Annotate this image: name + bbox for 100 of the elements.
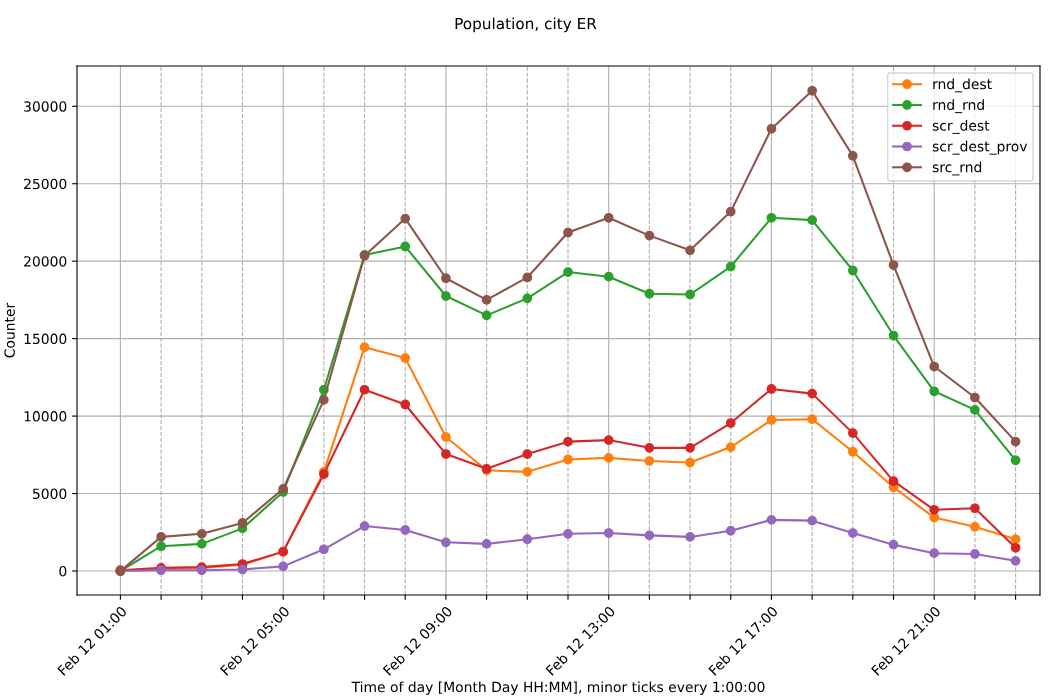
point — [644, 442, 655, 453]
y-axis-title: Counter — [4, 302, 15, 358]
point — [929, 386, 940, 397]
point — [563, 528, 573, 539]
legend-label: rnd_dest — [933, 78, 992, 93]
point — [563, 267, 573, 277]
point — [603, 271, 614, 282]
point — [970, 521, 980, 532]
point — [766, 415, 777, 425]
point — [970, 549, 980, 559]
point — [970, 392, 980, 403]
point — [522, 293, 533, 304]
point — [725, 442, 736, 452]
point — [888, 476, 899, 487]
legend-label: src_rnd — [932, 161, 982, 176]
point — [644, 230, 655, 241]
legend-label: scr_dest — [932, 120, 990, 134]
point — [522, 466, 533, 477]
point — [603, 528, 614, 538]
y-tick-label: 20000 — [24, 256, 67, 267]
point — [725, 418, 736, 428]
point — [685, 245, 695, 256]
point — [888, 260, 899, 270]
point — [644, 530, 655, 541]
point — [359, 342, 370, 353]
point — [766, 515, 777, 525]
point — [522, 449, 533, 459]
point — [725, 525, 736, 536]
point — [807, 85, 817, 96]
point — [847, 150, 858, 161]
y-tick-label: 30000 — [24, 101, 67, 112]
point — [970, 405, 980, 415]
point — [766, 212, 777, 223]
point — [400, 241, 411, 252]
y-tick-label: 0 — [59, 565, 67, 577]
point — [237, 564, 248, 575]
point — [603, 435, 614, 445]
point — [807, 388, 817, 399]
point — [156, 541, 166, 552]
point — [929, 548, 940, 559]
point — [929, 504, 940, 515]
point — [603, 212, 614, 223]
point — [685, 289, 695, 300]
point — [603, 453, 614, 463]
point — [807, 515, 817, 526]
y-tick-label: 10000 — [24, 411, 67, 422]
point — [441, 432, 451, 442]
point — [725, 206, 736, 217]
point — [441, 273, 451, 284]
point — [522, 272, 533, 283]
point — [888, 539, 899, 550]
point — [359, 384, 370, 395]
point — [481, 310, 492, 321]
point — [929, 361, 940, 372]
point — [278, 561, 289, 572]
y-tick-label: 5000 — [33, 488, 67, 500]
point — [1010, 556, 1021, 566]
point — [888, 330, 899, 341]
point — [685, 532, 695, 542]
point — [685, 442, 695, 453]
point — [481, 295, 492, 305]
point — [563, 436, 573, 447]
point — [481, 539, 492, 549]
point — [400, 525, 411, 535]
point — [156, 532, 166, 542]
y-tick-label: 15000 — [24, 333, 67, 345]
point — [644, 288, 655, 299]
point — [766, 123, 777, 134]
point — [196, 528, 207, 539]
point — [563, 454, 573, 465]
point — [1010, 542, 1021, 553]
point — [400, 399, 411, 410]
chart-title: Population, city ER — [455, 17, 597, 33]
point — [318, 544, 329, 555]
point — [685, 457, 695, 468]
point — [644, 456, 655, 466]
point — [970, 503, 980, 514]
point — [196, 539, 207, 549]
point — [441, 537, 451, 548]
point — [1010, 534, 1021, 545]
point — [725, 261, 736, 272]
point — [1010, 455, 1021, 466]
point — [359, 521, 370, 531]
legend-label: scr_dest_prov — [932, 140, 1028, 155]
point — [441, 291, 451, 301]
point — [766, 384, 777, 394]
y-tick-label: 25000 — [24, 178, 67, 190]
point — [400, 353, 411, 363]
point — [400, 213, 411, 224]
point — [807, 215, 817, 225]
point — [237, 518, 248, 528]
point — [847, 428, 858, 438]
point — [847, 528, 858, 538]
legend-label: rnd_rnd — [933, 99, 984, 114]
point — [847, 265, 858, 276]
point — [1010, 436, 1021, 447]
point — [441, 449, 451, 459]
x-axis-title: Time of day [Month Day HH:MM], minor ticks every 1:00:00 — [351, 681, 765, 695]
point — [563, 227, 573, 238]
point — [522, 534, 533, 545]
